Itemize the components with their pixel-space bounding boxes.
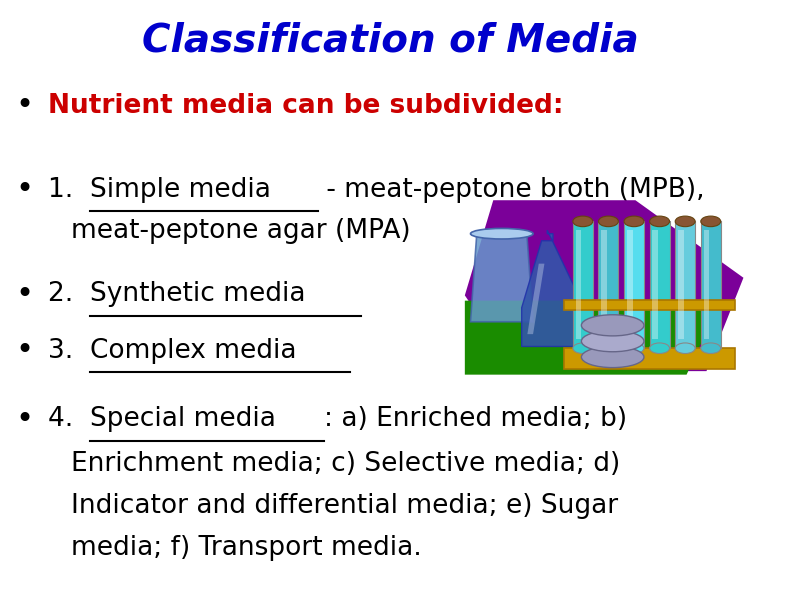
Ellipse shape xyxy=(573,343,593,353)
Text: Enrichment media; c) Selective media; d): Enrichment media; c) Selective media; d) xyxy=(71,451,621,477)
Text: 4.: 4. xyxy=(48,406,82,433)
Text: - meat-peptone broth (MPB),: - meat-peptone broth (MPB), xyxy=(318,176,704,203)
Text: meat-peptone agar (MPA): meat-peptone agar (MPA) xyxy=(71,218,411,244)
Bar xyxy=(598,221,618,348)
Bar xyxy=(701,221,721,348)
Ellipse shape xyxy=(582,346,644,368)
Text: 3.: 3. xyxy=(48,338,82,364)
Text: •: • xyxy=(16,336,34,365)
Ellipse shape xyxy=(598,343,618,353)
Ellipse shape xyxy=(573,216,593,227)
Ellipse shape xyxy=(675,343,695,353)
Text: 1.: 1. xyxy=(48,176,82,203)
Bar xyxy=(653,230,658,340)
Text: •: • xyxy=(16,175,34,204)
Ellipse shape xyxy=(624,343,644,353)
Bar xyxy=(564,348,735,370)
Text: •: • xyxy=(16,280,34,308)
Bar xyxy=(576,230,582,340)
Text: Complex media: Complex media xyxy=(90,338,297,364)
Bar xyxy=(650,221,670,348)
Bar xyxy=(624,221,644,348)
Polygon shape xyxy=(470,234,533,322)
Ellipse shape xyxy=(675,216,695,227)
Ellipse shape xyxy=(624,216,644,227)
Text: 2.: 2. xyxy=(48,281,82,307)
Polygon shape xyxy=(465,200,743,371)
Ellipse shape xyxy=(650,216,670,227)
Ellipse shape xyxy=(582,315,644,336)
Text: Nutrient media can be subdivided:: Nutrient media can be subdivided: xyxy=(48,93,564,119)
Polygon shape xyxy=(465,301,721,374)
Text: Synthetic media: Synthetic media xyxy=(90,281,306,307)
Text: media; f) Transport media.: media; f) Transport media. xyxy=(71,535,422,561)
Bar xyxy=(704,230,710,340)
Text: Special media: Special media xyxy=(90,406,276,433)
Bar xyxy=(564,299,735,310)
Bar xyxy=(627,230,633,340)
Ellipse shape xyxy=(701,343,721,353)
Bar xyxy=(675,221,695,348)
Polygon shape xyxy=(527,263,545,334)
Ellipse shape xyxy=(598,216,618,227)
Ellipse shape xyxy=(650,343,670,353)
Text: Indicator and differential media; e) Sugar: Indicator and differential media; e) Sug… xyxy=(71,493,618,519)
Bar xyxy=(678,230,684,340)
Bar xyxy=(602,230,607,340)
Ellipse shape xyxy=(701,216,721,227)
Text: •: • xyxy=(16,91,34,121)
Ellipse shape xyxy=(470,229,533,239)
Bar xyxy=(573,221,593,348)
Text: Classification of Media: Classification of Media xyxy=(142,21,639,59)
Ellipse shape xyxy=(582,331,644,352)
Text: Simple media: Simple media xyxy=(90,176,271,203)
Text: : a) Enriched media; b): : a) Enriched media; b) xyxy=(324,406,627,433)
Polygon shape xyxy=(522,230,584,346)
Text: •: • xyxy=(16,405,34,434)
